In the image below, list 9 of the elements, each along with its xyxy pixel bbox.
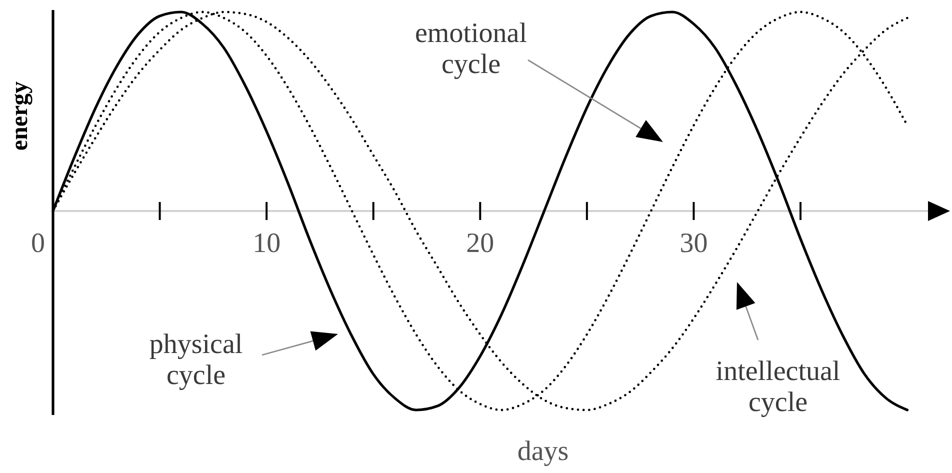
x-axis-title: days [517,436,569,467]
annotation: emotional cycle [415,18,528,80]
annotation: physical cycle [149,329,243,391]
x-tick-label: 30 [680,228,708,259]
x-tick-label: 10 [252,228,281,259]
annotation: intellectual cycle [716,356,840,418]
y-axis-title: energy [7,81,33,151]
x-tick-label: 0 [31,228,45,259]
x-tick-label: 20 [466,228,494,259]
